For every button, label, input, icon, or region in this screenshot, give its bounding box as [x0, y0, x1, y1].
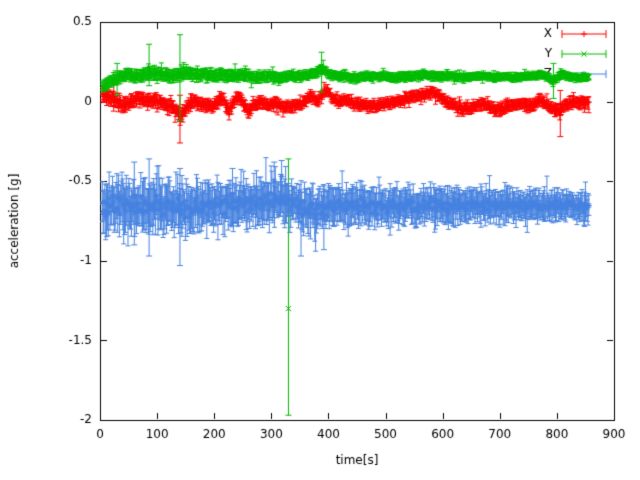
gnuplot-window — [0, 0, 640, 480]
chart-canvas — [0, 0, 640, 480]
